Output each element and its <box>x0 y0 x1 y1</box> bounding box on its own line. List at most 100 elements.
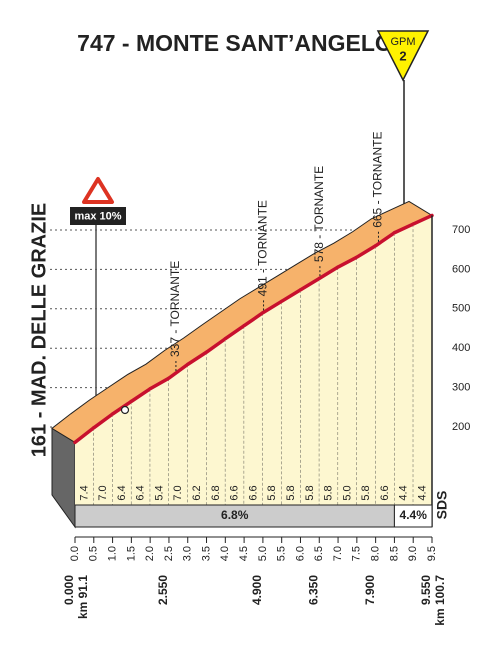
profile-edge <box>73 426 96 445</box>
x-tick-label: 3.0 <box>182 546 194 561</box>
average-label: 6.8% <box>221 508 249 522</box>
profile-edge <box>261 299 284 315</box>
x-tick-label: 9.0 <box>407 546 419 561</box>
gradient-label: 5.8 <box>323 485 335 500</box>
gpm-label: GPM <box>390 36 415 48</box>
profile-segment <box>356 245 376 505</box>
y-tick-label: 400 <box>452 342 470 354</box>
gradient-label: 6.2 <box>191 485 203 500</box>
gradient-label: 7.0 <box>97 485 109 500</box>
annotation: 665 - TORNANTE <box>371 132 385 228</box>
profile-segment <box>281 289 301 505</box>
profile-edge <box>148 376 171 391</box>
x-tick-label: 6.5 <box>313 546 325 561</box>
distance-label: 4.900 <box>250 575 264 605</box>
y-tick-label: 300 <box>452 382 470 394</box>
x-tick-label: 2.5 <box>163 546 175 561</box>
profile-segment <box>75 427 94 505</box>
profile-segment <box>262 301 282 505</box>
profile-edge <box>92 412 115 430</box>
x-tick-label: 4.0 <box>219 546 231 561</box>
profile-edge <box>392 222 415 235</box>
gpm-badge <box>376 30 430 82</box>
gradient-label: 6.4 <box>135 485 147 500</box>
km-start: km 91.1 <box>76 575 90 619</box>
profile-segment <box>244 312 263 505</box>
x-tick-label: 4.5 <box>238 546 250 561</box>
gradient-label: 5.8 <box>285 485 297 500</box>
gradient-label: 5.8 <box>266 485 278 500</box>
annotation: 578 - TORNANTE <box>312 166 326 262</box>
distance-label: 0.000 <box>62 575 76 605</box>
profile-segment <box>112 401 132 505</box>
y-tick-label: 500 <box>452 303 470 315</box>
profile-segment <box>300 278 320 505</box>
gradient-label: 7.4 <box>78 485 90 500</box>
max-badge <box>70 207 126 225</box>
gradient-label: 5.8 <box>360 485 372 500</box>
x-tick-label: 0.0 <box>69 546 81 561</box>
profile-segment <box>131 388 151 505</box>
gradient-label: 6.4 <box>116 485 128 500</box>
profile-segment <box>225 325 245 505</box>
distance-label: 7.900 <box>363 575 377 605</box>
profile-segment <box>375 232 395 505</box>
x-tick-label: 7.0 <box>332 546 344 561</box>
start-label: 161 - MAD. DELLE GRAZIE <box>28 203 50 457</box>
warning-icon <box>82 177 114 204</box>
gradient-label: 5.8 <box>304 485 316 500</box>
km-end: km 100.7 <box>433 575 447 626</box>
gpm-category: 2 <box>399 48 406 63</box>
profile-edge <box>355 244 378 259</box>
annotation: 491 - TORNANTE <box>256 200 270 296</box>
y-tick-label: 700 <box>452 224 470 236</box>
gradient-label: 6.6 <box>229 485 241 500</box>
x-tick-label: 1.0 <box>106 546 118 561</box>
average-band <box>393 504 433 528</box>
profile-edge <box>336 255 359 269</box>
gradient-label: 6.8 <box>210 485 222 500</box>
annotation: 337 - TORNANTE <box>168 261 182 357</box>
profile-edge <box>242 310 265 328</box>
x-tick-label: 8.0 <box>370 546 382 561</box>
x-tick-label: 8.5 <box>388 546 400 561</box>
chart-title: 747 - MONTE SANT’ANGELO <box>77 30 393 56</box>
profile-edge <box>167 362 190 380</box>
y-tick-label: 200 <box>452 421 470 433</box>
x-tick-label: 5.0 <box>257 546 269 561</box>
profile-segment <box>206 338 226 505</box>
sponsor: SDS <box>434 491 450 520</box>
max-leader <box>95 225 120 399</box>
profile-segment <box>93 413 113 505</box>
distance-label: 6.350 <box>306 575 320 605</box>
distance-label: 9.550 <box>419 575 433 605</box>
x-tick-label: 5.5 <box>276 546 288 561</box>
profile-segment <box>413 215 432 505</box>
gradient-label: 7.0 <box>172 485 184 500</box>
max-gradient: max 10% <box>74 210 121 222</box>
gradient-label: 6.6 <box>247 485 259 500</box>
profile-segment <box>338 257 357 505</box>
profile-segment <box>168 364 188 505</box>
x-tick-label: 7.5 <box>351 546 363 561</box>
profile-edge <box>373 231 397 248</box>
x-tick-label: 3.5 <box>200 546 212 561</box>
gradient-label: 4.4 <box>398 485 410 500</box>
profile-edge <box>411 213 434 226</box>
profile-segment <box>150 378 169 505</box>
gradient-label: 5.0 <box>341 485 353 500</box>
y-tick-label: 600 <box>452 263 470 275</box>
profile-edge <box>317 265 340 281</box>
gradient-label: 4.4 <box>417 485 429 500</box>
profile-edge <box>279 288 303 304</box>
profile-edge <box>298 276 322 292</box>
profile-edge <box>223 323 246 341</box>
x-tick-label: 9.5 <box>426 546 438 561</box>
left-face <box>51 427 76 529</box>
profile-edge <box>129 387 152 404</box>
x-tick-label: 2.0 <box>144 546 156 561</box>
profile-segment <box>394 224 414 505</box>
x-tick-label: 0.5 <box>88 546 100 561</box>
gradient-label: 5.4 <box>153 485 165 500</box>
